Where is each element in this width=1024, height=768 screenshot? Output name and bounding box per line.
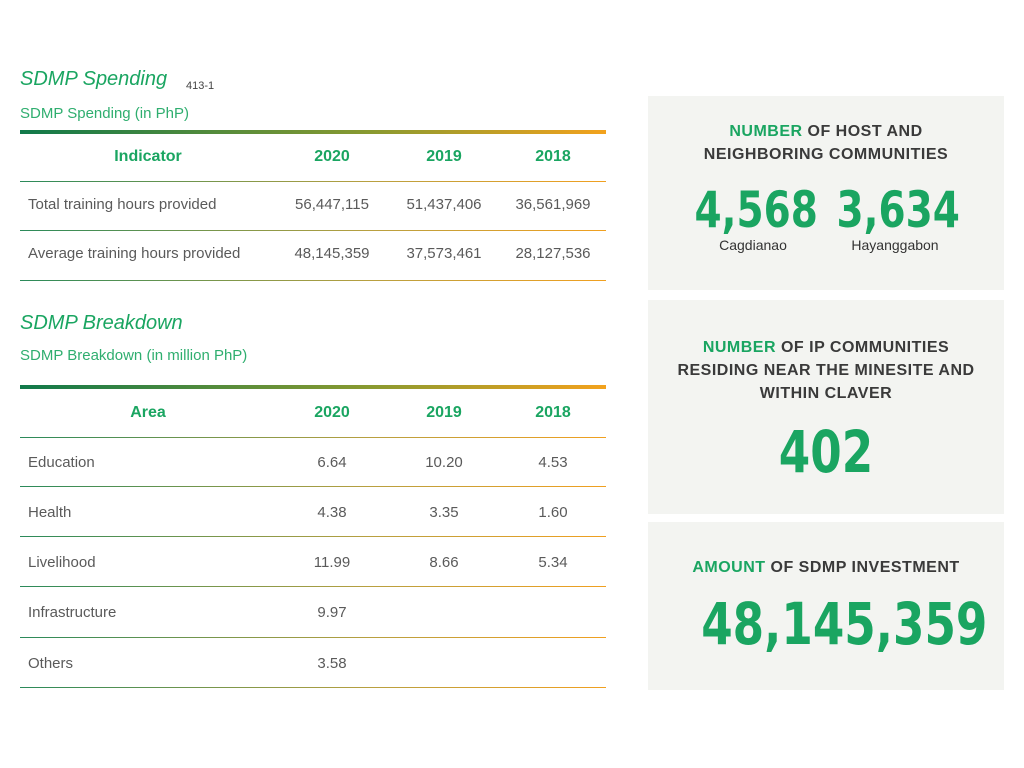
row-label: Education — [28, 453, 95, 471]
cell-2020: 9.97 — [317, 604, 347, 621]
table-header-row: Area 2020 2019 2018 — [20, 389, 606, 437]
row-label: Average training hours provided — [28, 245, 241, 262]
row-divider — [20, 181, 606, 182]
spending-header-bar — [20, 130, 606, 134]
heading-text: RESIDING NEAR THE MINESITE AND — [677, 362, 975, 379]
cell-2019 — [388, 638, 500, 688]
column-header-indicator: Indicator — [114, 148, 182, 165]
row-label: Total training hours provided — [28, 196, 217, 213]
row-divider — [20, 687, 606, 688]
column-header-area: Area — [130, 404, 166, 421]
column-header-2019: 2019 — [426, 148, 462, 165]
cell-2018: 5.34 — [538, 553, 568, 571]
ip-communities-count: 402 — [778, 418, 874, 486]
cagdianao-count: 4,568 — [694, 181, 818, 239]
breakdown-table: Area 2020 2019 2018 Education 6.64 10.20… — [20, 389, 606, 688]
cell-2019: 8.66 — [429, 553, 459, 571]
table-header-row: Indicator 2020 2019 2018 — [20, 134, 606, 180]
row-divider — [20, 437, 606, 438]
ip-communities-heading: NUMBER OF IP COMMUNITIES RESIDING NEAR T… — [648, 336, 1004, 405]
row-label: Health — [28, 503, 72, 521]
column-header-2018: 2018 — [535, 148, 571, 165]
cell-2019: 37,573,461 — [406, 245, 482, 262]
cell-2019: 51,437,406 — [406, 196, 482, 213]
breakdown-title: SDMP Breakdown — [20, 312, 183, 334]
hayanggabon-count: 3,634 — [836, 181, 960, 239]
cell-2018 — [500, 587, 606, 638]
heading-highlight: NUMBER — [702, 339, 777, 356]
heading-highlight: NUMBER — [729, 123, 803, 140]
cell-2018 — [500, 638, 606, 688]
heading-text: OF SDMP INVESTMENT — [765, 559, 960, 576]
investment-amount: 48,145,359 — [701, 590, 988, 658]
cell-2018: 36,561,969 — [515, 196, 591, 213]
investment-heading: AMOUNT OF SDMP INVESTMENT — [648, 556, 1004, 579]
cell-2019 — [388, 587, 500, 638]
cell-2020: 11.99 — [313, 553, 351, 571]
row-divider — [20, 230, 606, 231]
cell-2020: 3.58 — [317, 654, 347, 672]
cell-2018: 4.53 — [538, 453, 568, 471]
column-header-2020: 2020 — [314, 148, 350, 165]
ip-communities-panel: NUMBER OF IP COMMUNITIES RESIDING NEAR T… — [648, 300, 1004, 514]
heading-text: OF IP COMMUNITIES — [776, 339, 950, 356]
heading-text: NEIGHBORING COMMUNITIES — [703, 146, 949, 163]
cell-2018: 1.60 — [538, 503, 568, 521]
cell-2019: 10.20 — [425, 453, 463, 471]
heading-text: OF HOST AND — [802, 123, 923, 140]
table-row: Total training hours provided 56,447,115… — [20, 180, 606, 229]
column-header-2018: 2018 — [535, 404, 571, 421]
table-row: Others 3.58 — [20, 638, 606, 688]
heading-text: WITHIN CLAVER — [759, 385, 893, 402]
row-label: Others — [28, 654, 74, 672]
cell-2020: 48,145,359 — [294, 245, 370, 262]
investment-panel: AMOUNT OF SDMP INVESTMENT 48,145,359 — [648, 522, 1004, 690]
heading-highlight: AMOUNT — [692, 559, 766, 576]
table-row: Infrastructure 9.97 — [20, 587, 606, 638]
column-header-2020: 2020 — [314, 404, 350, 421]
host-communities-heading: NUMBER OF HOST AND NEIGHBORING COMMUNITI… — [648, 120, 1004, 166]
spending-title: SDMP Spending — [20, 68, 168, 90]
cagdianao-label: Cagdianao — [719, 237, 787, 253]
cell-2020: 6.64 — [317, 453, 347, 471]
hayanggabon-label: Hayanggabon — [851, 237, 939, 253]
table-row: Health 4.38 3.35 1.60 — [20, 487, 606, 537]
spending-subtitle: SDMP Spending (in PhP) — [20, 105, 189, 122]
breakdown-subtitle: SDMP Breakdown (in million PhP) — [20, 347, 248, 364]
row-divider — [20, 637, 606, 638]
row-divider — [20, 586, 606, 587]
table-row: Average training hours provided 48,145,3… — [20, 229, 606, 278]
cell-2020: 56,447,115 — [295, 196, 369, 213]
host-communities-panel: NUMBER OF HOST AND NEIGHBORING COMMUNITI… — [648, 96, 1004, 290]
column-header-2019: 2019 — [426, 404, 462, 421]
table-row: Livelihood 11.99 8.66 5.34 — [20, 537, 606, 587]
cell-2019: 3.35 — [429, 503, 459, 521]
gri-reference: 413-1 — [186, 80, 215, 92]
spending-table: Indicator 2020 2019 2018 Total training … — [20, 134, 606, 278]
row-divider — [20, 536, 606, 537]
row-label: Livelihood — [28, 553, 96, 571]
row-divider — [20, 280, 606, 281]
cell-2018: 28,127,536 — [515, 245, 591, 262]
cell-2020: 4.38 — [317, 503, 347, 521]
row-label: Infrastructure — [28, 604, 117, 621]
row-divider — [20, 486, 606, 487]
breakdown-header-bar — [20, 385, 606, 389]
table-row: Education 6.64 10.20 4.53 — [20, 437, 606, 487]
